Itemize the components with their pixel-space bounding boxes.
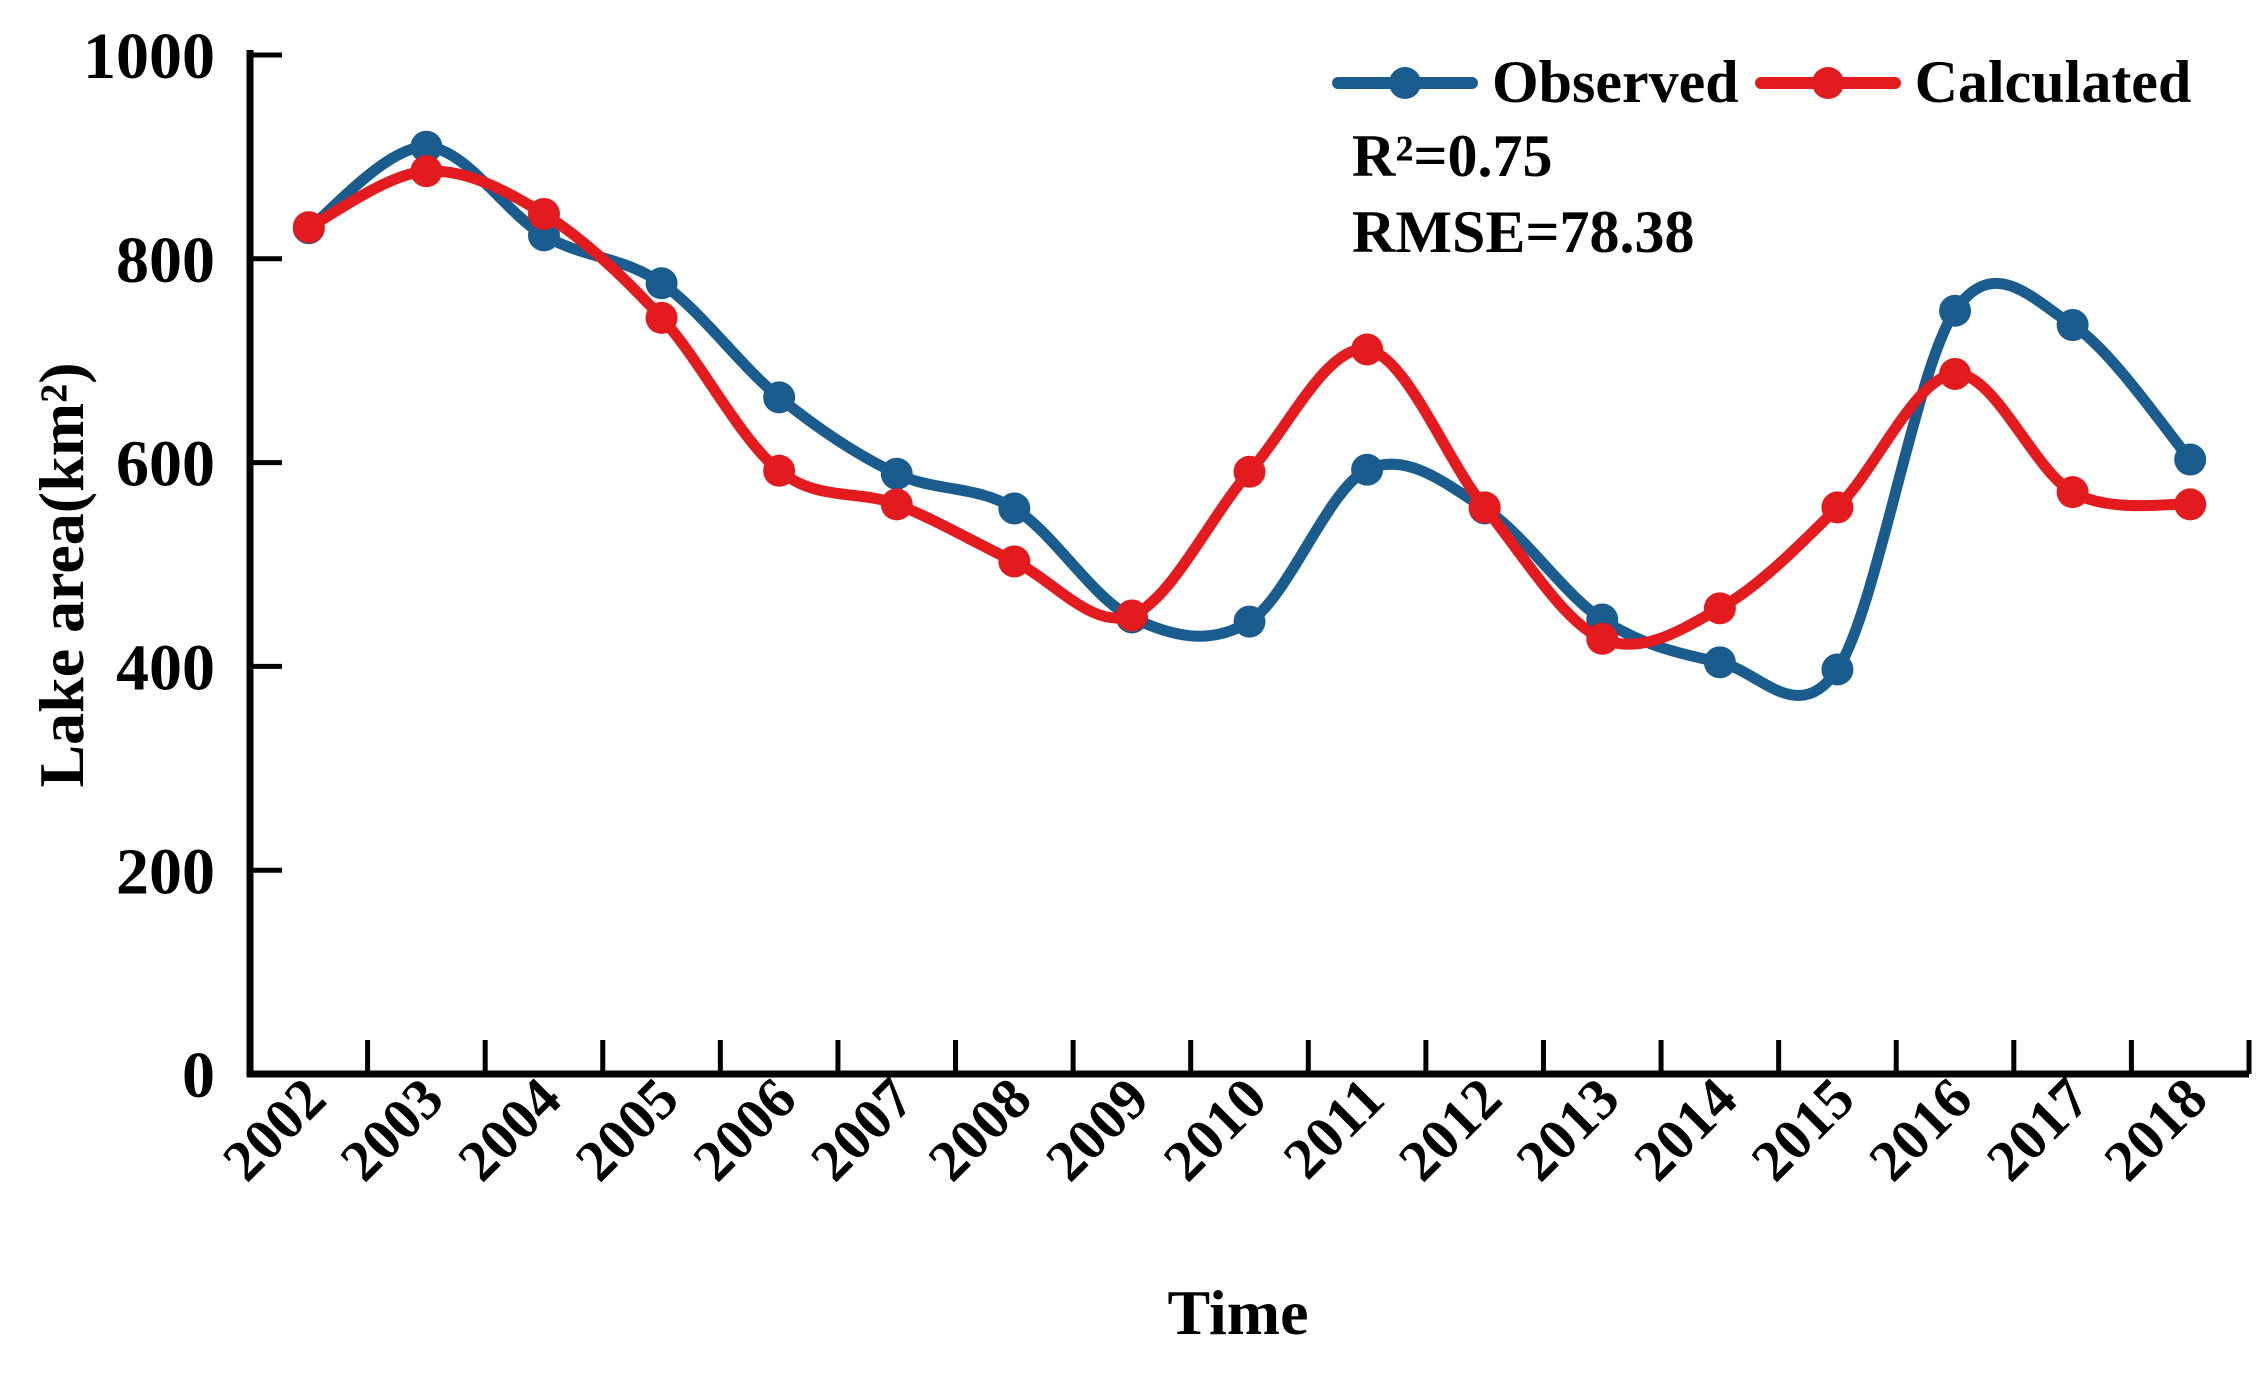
data-point-observed	[645, 267, 678, 300]
legend-label-calculated: Calculated	[1914, 49, 2192, 115]
x-tick-label: 2015	[1739, 1065, 1867, 1193]
data-point-observed	[410, 130, 443, 163]
x-tick-label: 2009	[1033, 1065, 1161, 1193]
data-point-observed	[998, 492, 1031, 525]
data-point-observed	[1821, 653, 1854, 686]
y-tick-label: 800	[116, 224, 215, 297]
x-tick-label: 2003	[328, 1065, 456, 1193]
rmse-annotation: RMSE=78.38	[1352, 199, 1695, 265]
x-tick-label: 2007	[798, 1065, 926, 1193]
y-tick-label: 600	[116, 428, 215, 501]
observed-dot-icon	[1389, 66, 1421, 99]
data-point-calculated	[410, 155, 443, 188]
x-tick-label: 2017	[1974, 1065, 2102, 1193]
x-tick-label: 2013	[1503, 1065, 1631, 1193]
data-point-observed	[1703, 646, 1736, 679]
data-point-observed	[2056, 309, 2089, 342]
data-point-observed	[1351, 453, 1384, 486]
data-point-observed	[1233, 605, 1266, 638]
x-tick-label: 2010	[1151, 1065, 1279, 1193]
x-tick-label: 2016	[1856, 1065, 1984, 1193]
data-point-calculated	[880, 488, 913, 521]
data-point-calculated	[292, 211, 325, 244]
calculated-dot-icon	[1811, 66, 1844, 99]
data-point-calculated	[645, 301, 678, 334]
data-point-observed	[2174, 443, 2207, 476]
data-point-calculated	[998, 545, 1031, 578]
x-tick-label: 2004	[445, 1065, 573, 1193]
chart-legend: Observed Calculated	[1332, 48, 2191, 117]
legend-label-observed: Observed	[1492, 49, 1739, 115]
x-tick-label: 2002	[210, 1065, 338, 1193]
data-point-observed	[763, 381, 796, 414]
x-tick-label: 2011	[1271, 1065, 1397, 1191]
y-tick-label: 0	[182, 1039, 215, 1112]
data-point-observed	[1939, 294, 1972, 327]
data-point-calculated	[2174, 488, 2207, 521]
data-point-calculated	[763, 454, 796, 487]
y-axis-title: Lake area(km²)	[26, 362, 97, 788]
x-tick-label: 2018	[2091, 1065, 2219, 1193]
series-line-calculated	[303, 165, 2196, 650]
x-tick-label: 2012	[1386, 1065, 1514, 1193]
data-point-calculated	[1939, 357, 1972, 390]
x-tick-label: 2014	[1621, 1065, 1749, 1193]
observed-line-marker-icon	[1332, 66, 1478, 99]
data-point-calculated	[1703, 592, 1736, 625]
x-tick-label: 2006	[680, 1065, 808, 1193]
r-squared-annotation: R²=0.75	[1352, 123, 1553, 189]
x-tick-label: 2005	[563, 1065, 691, 1193]
legend-item-calculated: Calculated	[1754, 48, 2192, 117]
data-point-calculated	[1115, 599, 1148, 632]
x-axis-title: Time	[1167, 1277, 1309, 1348]
y-tick-label: 1000	[83, 20, 215, 93]
x-tick-label: 2008	[916, 1065, 1044, 1193]
data-point-calculated	[1233, 455, 1266, 488]
data-point-observed	[880, 457, 913, 490]
y-tick-label: 400	[116, 632, 215, 705]
data-point-calculated	[527, 197, 560, 230]
data-point-calculated	[1821, 491, 1854, 524]
data-point-calculated	[1351, 333, 1384, 366]
y-tick-label: 200	[116, 835, 215, 908]
legend-item-observed: Observed	[1332, 48, 1739, 117]
data-point-calculated	[1586, 622, 1619, 655]
series-line-observed	[303, 141, 2196, 701]
data-point-calculated	[2056, 476, 2089, 509]
calculated-line-marker-icon	[1754, 66, 1901, 99]
data-point-calculated	[1468, 491, 1501, 524]
